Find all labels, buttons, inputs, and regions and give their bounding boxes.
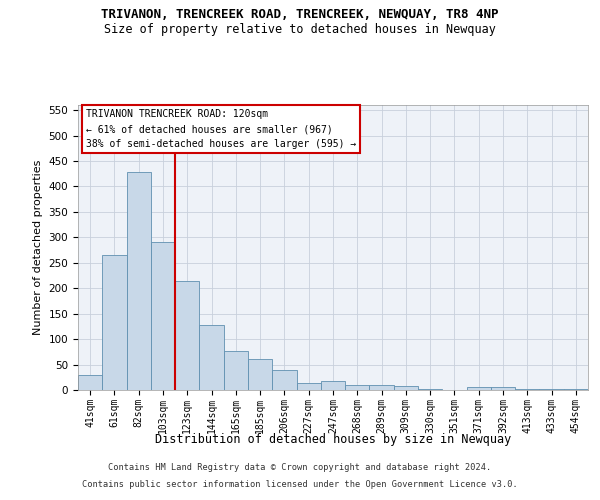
Bar [394,386,418,390]
Bar [296,383,321,390]
Text: Size of property relative to detached houses in Newquay: Size of property relative to detached ho… [104,22,496,36]
Bar [78,374,102,390]
Bar [345,385,370,390]
Bar [175,280,199,390]
Bar [199,325,224,390]
Bar [272,370,296,390]
Y-axis label: Number of detached properties: Number of detached properties [33,160,43,335]
Text: TRIVANON, TRENCREEK ROAD, TRENCREEK, NEWQUAY, TR8 4NP: TRIVANON, TRENCREEK ROAD, TRENCREEK, NEW… [101,8,499,20]
Bar [467,388,491,390]
Text: Contains public sector information licensed under the Open Government Licence v3: Contains public sector information licen… [82,480,518,489]
Bar [321,382,345,390]
Bar [491,387,515,390]
Text: Distribution of detached houses by size in Newquay: Distribution of detached houses by size … [155,432,511,446]
Bar [248,359,272,390]
Bar [102,255,127,390]
Bar [370,386,394,390]
Bar [418,389,442,390]
Bar [151,242,175,390]
Text: Contains HM Land Registry data © Crown copyright and database right 2024.: Contains HM Land Registry data © Crown c… [109,464,491,472]
Bar [224,351,248,390]
Bar [564,389,588,390]
Text: TRIVANON TRENCREEK ROAD: 120sqm
← 61% of detached houses are smaller (967)
38% o: TRIVANON TRENCREEK ROAD: 120sqm ← 61% of… [86,110,356,149]
Bar [127,172,151,390]
